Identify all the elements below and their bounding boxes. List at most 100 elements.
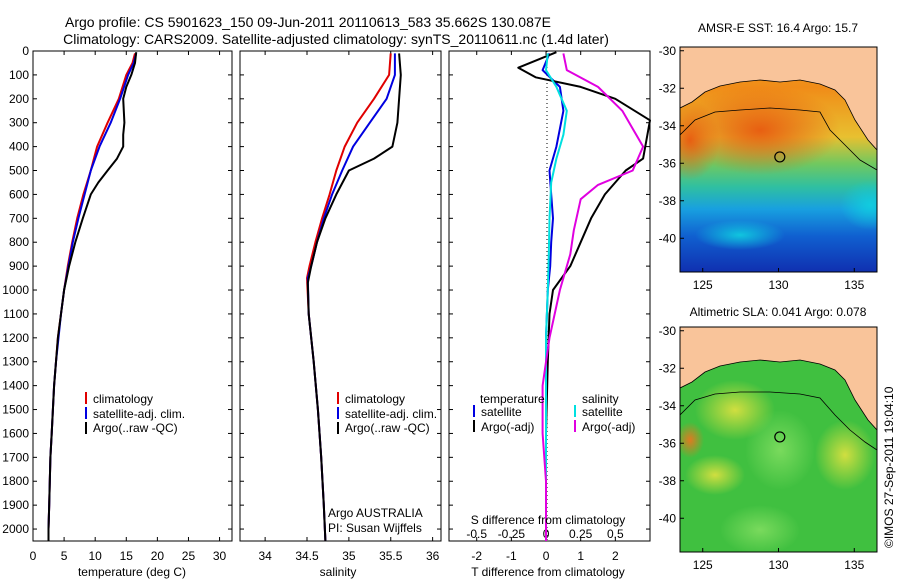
x-tick-label: 36 [426, 549, 440, 563]
s-axis-tick-label: 0.5 [607, 527, 624, 541]
x-tick-label: 15 [120, 549, 134, 563]
map-y-tick-label: -40 [659, 231, 677, 245]
y-tick-label: 500 [9, 164, 29, 178]
salinity-axis-ticks: 34 34.5 35 35.5 36 [240, 50, 441, 563]
legend-label-s-satellite: satellite [582, 405, 623, 419]
map-y-tick-label: -34 [659, 399, 677, 413]
legend-label-satellite: satellite-adj. clim. [345, 407, 437, 421]
x-tick-label: 0 [543, 549, 550, 563]
salinity-annotation-program: Argo AUSTRALIA [328, 506, 423, 520]
temperature-series [47, 52, 138, 541]
y-tick-label: 300 [9, 116, 29, 130]
y-tick-label: 1600 [2, 426, 29, 440]
x-tick-label: 1 [577, 549, 584, 563]
temperature-axes-frame [32, 50, 233, 542]
salinity-series [306, 53, 402, 542]
y-tick-label: 1700 [2, 450, 29, 464]
y-tick-label: 1200 [2, 331, 29, 345]
difference-axis-ticks: -2 -1 0 1 2-0.5 -0.25 0 0.25 0.5 [449, 50, 650, 563]
legend-label-t-argo: Argo(-adj) [481, 420, 534, 434]
difference-axes-frame [448, 50, 651, 542]
series-line-2 [545, 53, 568, 541]
y-tick-label: 600 [9, 187, 29, 201]
figure-title-line2: Climatology: CARS2009. Satellite-adjuste… [63, 31, 609, 47]
y-tick-label: 1800 [2, 474, 29, 488]
series-line-2 [47, 52, 138, 541]
legend-label-s-argo: Argo(-adj) [582, 420, 635, 434]
x-tick-label: 35.5 [379, 549, 403, 563]
temperature-xlabel: temperature (deg C) [78, 565, 186, 579]
series-line-3 [541, 53, 645, 541]
legend-label-argo: Argo(..raw -QC) [93, 421, 178, 435]
y-tick-label: 200 [9, 92, 29, 106]
sst-shelf-contour [680, 107, 877, 171]
x-tick-label: 35 [342, 549, 356, 563]
map-y-tick-label: -38 [659, 194, 677, 208]
y-tick-label: 1100 [3, 307, 29, 321]
map-y-tick-label: -36 [659, 436, 677, 450]
y-tick-label: 700 [9, 211, 29, 225]
x-tick-label: 0 [30, 549, 37, 563]
sla-map-ticks: -30 -32 -34 -36 -38 -40 125 130 135 [659, 324, 865, 572]
temperature-axis-ticks: 0 100 200 300 400 500 600 700 800 900 1000 1100 1200… [2, 44, 232, 563]
map-x-tick-label: 130 [768, 278, 788, 292]
x-tick-label: 10 [89, 549, 103, 563]
difference-legend: temperature salinity satellite Argo(-adj… [473, 392, 635, 434]
figure-title-line1: Argo profile: CS 5901623_150 09-Jun-2011… [65, 14, 551, 30]
imos-credit: ©IMOS 27-Sep-2011 19:04:10 [882, 386, 896, 548]
difference-xlabel: T difference from climatology [471, 565, 625, 579]
y-tick-label: 2000 [2, 522, 29, 536]
series-line-0 [306, 53, 392, 542]
x-tick-label: 34.5 [295, 549, 319, 563]
difference-series [517, 51, 651, 541]
legend-label-argo: Argo(..raw -QC) [345, 421, 430, 435]
sst-map-field [680, 47, 877, 272]
y-tick-label: 100 [9, 68, 29, 82]
y-tick-label: 1500 [2, 403, 29, 417]
sst-land-mass [680, 47, 877, 151]
argo-float-marker [774, 151, 786, 163]
map-x-tick-label: 125 [693, 558, 713, 572]
argo-float-marker [774, 431, 786, 443]
legend-label-climatology: climatology [93, 392, 153, 406]
difference-panel: -2 -1 0 1 2-0.5 -0.25 0 0.25 0.5 temperature sal… [448, 50, 651, 579]
y-tick-label: 900 [9, 259, 29, 273]
sla-land-mass [680, 327, 877, 431]
map-y-tick-label: -38 [659, 474, 677, 488]
map-x-tick-label: 135 [844, 278, 864, 292]
legend-label-climatology: climatology [345, 392, 405, 406]
salinity-annotation-pi: PI: Susan Wijffels [328, 521, 422, 535]
map-y-tick-label: -32 [659, 81, 677, 95]
sla-map-field [680, 327, 877, 552]
map-y-tick-label: -36 [659, 156, 677, 170]
sst-map-ticks: -30 -32 -34 -36 -38 -40 125 130 135 [659, 44, 865, 292]
x-tick-label: -1 [506, 549, 517, 563]
map-y-tick-label: -40 [659, 511, 677, 525]
y-tick-label: 400 [9, 140, 29, 154]
difference-top-axis-label: S difference from climatology [471, 513, 626, 527]
salinity-axes-frame [239, 50, 442, 542]
x-tick-label: 2 [612, 549, 619, 563]
x-tick-label: 34 [258, 549, 272, 563]
y-tick-label: 1000 [2, 283, 29, 297]
map-y-tick-label: -34 [659, 119, 677, 133]
sla-map-panel: Altimetric SLA: 0.041 Argo: 0.078 -30 -32… [659, 305, 878, 572]
legend-title-salinity: salinity [582, 392, 619, 406]
legend-label-t-satellite: satellite [481, 405, 522, 419]
s-axis-tick-label: 0.25 [569, 527, 593, 541]
sst-map-panel: AMSR-E SST: 16.4 Argo: 15.7 -30 -32 -34 -36… [659, 21, 878, 292]
map-y-tick-label: -30 [659, 324, 677, 338]
map-x-tick-label: 130 [768, 558, 788, 572]
x-tick-label: 25 [182, 549, 196, 563]
map-x-tick-label: 125 [693, 278, 713, 292]
sst-map-title: AMSR-E SST: 16.4 Argo: 15.7 [698, 21, 858, 35]
y-tick-label: 800 [9, 235, 29, 249]
legend-title-temperature: temperature [480, 392, 545, 406]
temperature-panel: 0 100 200 300 400 500 600 700 800 900 1000 1100 1200… [2, 44, 233, 579]
map-y-tick-label: -32 [659, 361, 677, 375]
x-tick-label: 5 [61, 549, 68, 563]
salinity-panel: 34 34.5 35 35.5 36 climatology satellite-adj… [239, 50, 442, 579]
sla-map-title: Altimetric SLA: 0.041 Argo: 0.078 [690, 305, 867, 319]
map-x-tick-label: 135 [844, 558, 864, 572]
